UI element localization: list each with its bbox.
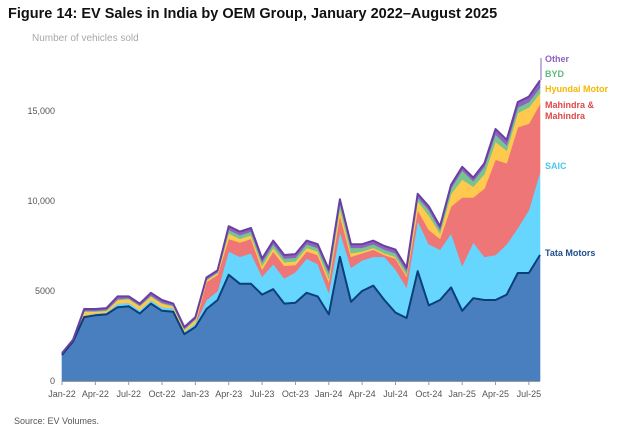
legend: Other BYD Hyundai Motor Mahindra & Mahin…: [540, 54, 608, 258]
x-tick-label: Oct-22: [149, 389, 176, 399]
legend-other: Other: [545, 54, 570, 64]
x-tick-label: Apr-22: [82, 389, 109, 399]
x-tick-label: Jul-25: [517, 389, 542, 399]
x-tick-label: Apr-24: [349, 389, 376, 399]
y-tick-label: 15,000: [27, 106, 55, 116]
y-tick-label: 5000: [35, 286, 55, 296]
x-tick-label: Jul-22: [116, 389, 141, 399]
x-tick-label: Jan-25: [448, 389, 476, 399]
legend-mahindra-line1: Mahindra &: [545, 100, 595, 110]
series-areas: [61, 79, 541, 382]
x-tick-label: Apr-25: [482, 389, 509, 399]
legend-byd: BYD: [545, 69, 565, 79]
y-axis-ticks: 0 5000 10,000 15,000: [27, 106, 55, 386]
series-lines: [61, 79, 541, 356]
x-tick-label: Oct-23: [282, 389, 309, 399]
x-tick-label: Jul-24: [383, 389, 408, 399]
x-tick-label: Jan-22: [48, 389, 76, 399]
y-tick-label: 0: [50, 376, 55, 386]
x-tick-label: Oct-24: [415, 389, 442, 399]
legend-tata-motors: Tata Motors: [545, 248, 595, 258]
chart-title: Figure 14: EV Sales in India by OEM Grou…: [8, 6, 498, 22]
x-tick-label: Jul-23: [250, 389, 275, 399]
legend-hyundai-motor: Hyundai Motor: [545, 84, 608, 94]
x-tick-label: Jan-23: [182, 389, 210, 399]
y-axis-label: Number of vehicles sold: [32, 33, 139, 44]
line-tata-motors: [61, 254, 541, 356]
source-note: Source: EV Volumes.: [14, 416, 100, 426]
x-axis-ticks: Jan-22 Apr-22 Jul-22 Oct-22 Jan-23 Apr-23 Jul-…: [48, 381, 541, 399]
legend-mahindra-line2: Mahindra: [545, 111, 586, 121]
x-tick-label: Apr-23: [215, 389, 242, 399]
x-tick-label: Jan-24: [315, 389, 343, 399]
legend-saic: SAIC: [545, 161, 567, 171]
line-other: [61, 79, 541, 354]
y-tick-label: 10,000: [27, 196, 55, 206]
